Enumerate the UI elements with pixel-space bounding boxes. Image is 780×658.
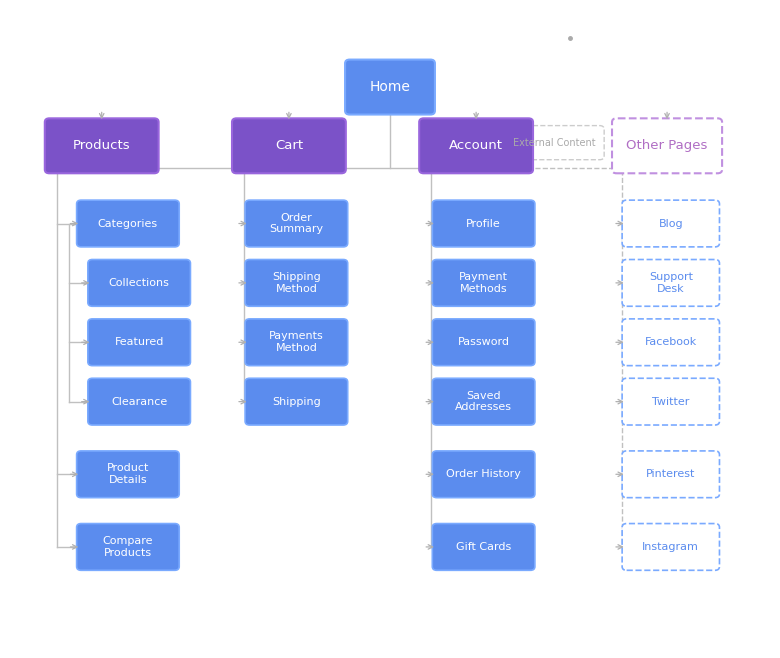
Text: Support
Desk: Support Desk [649, 272, 693, 293]
Text: Cart: Cart [275, 139, 303, 152]
FancyBboxPatch shape [432, 451, 535, 497]
Text: Gift Cards: Gift Cards [456, 542, 511, 552]
FancyBboxPatch shape [232, 118, 346, 173]
Text: Payments
Method: Payments Method [269, 332, 324, 353]
Text: Instagram: Instagram [643, 542, 699, 552]
Text: Other Pages: Other Pages [626, 139, 707, 152]
FancyBboxPatch shape [612, 118, 722, 173]
Text: Compare
Products: Compare Products [103, 536, 153, 558]
FancyBboxPatch shape [622, 200, 719, 247]
Text: Featured: Featured [115, 338, 164, 347]
FancyBboxPatch shape [432, 259, 535, 306]
FancyBboxPatch shape [88, 378, 190, 425]
FancyBboxPatch shape [76, 524, 179, 570]
FancyBboxPatch shape [88, 319, 190, 366]
FancyBboxPatch shape [432, 319, 535, 366]
Text: Order
Summary: Order Summary [269, 213, 324, 234]
Text: Twitter: Twitter [652, 397, 690, 407]
FancyBboxPatch shape [622, 259, 719, 306]
FancyBboxPatch shape [245, 319, 348, 366]
Text: Payment
Methods: Payment Methods [459, 272, 508, 293]
Text: Account: Account [449, 139, 503, 152]
Text: Order History: Order History [446, 469, 521, 479]
Text: Products: Products [73, 139, 130, 152]
FancyBboxPatch shape [44, 118, 158, 173]
FancyBboxPatch shape [88, 259, 190, 306]
FancyBboxPatch shape [245, 259, 348, 306]
Text: Profile: Profile [466, 218, 501, 228]
FancyBboxPatch shape [622, 451, 719, 497]
Text: External Content: External Content [513, 138, 596, 147]
Text: Clearance: Clearance [111, 397, 167, 407]
FancyBboxPatch shape [76, 200, 179, 247]
FancyBboxPatch shape [245, 200, 348, 247]
Text: Shipping: Shipping [272, 397, 321, 407]
Text: Product
Details: Product Details [107, 463, 149, 485]
Text: Home: Home [370, 80, 410, 94]
FancyBboxPatch shape [345, 60, 435, 114]
Text: Categories: Categories [98, 218, 158, 228]
FancyBboxPatch shape [622, 524, 719, 570]
Text: Pinterest: Pinterest [646, 469, 696, 479]
Text: Saved
Addresses: Saved Addresses [455, 391, 512, 413]
FancyBboxPatch shape [622, 378, 719, 425]
Text: Facebook: Facebook [645, 338, 697, 347]
FancyBboxPatch shape [622, 319, 719, 366]
FancyBboxPatch shape [505, 126, 604, 160]
Text: Password: Password [458, 338, 509, 347]
Text: Collections: Collections [108, 278, 169, 288]
FancyBboxPatch shape [432, 524, 535, 570]
FancyBboxPatch shape [245, 378, 348, 425]
FancyBboxPatch shape [432, 200, 535, 247]
FancyBboxPatch shape [432, 378, 535, 425]
FancyBboxPatch shape [76, 451, 179, 497]
Text: Shipping
Method: Shipping Method [272, 272, 321, 293]
Text: Blog: Blog [658, 218, 683, 228]
FancyBboxPatch shape [419, 118, 533, 173]
